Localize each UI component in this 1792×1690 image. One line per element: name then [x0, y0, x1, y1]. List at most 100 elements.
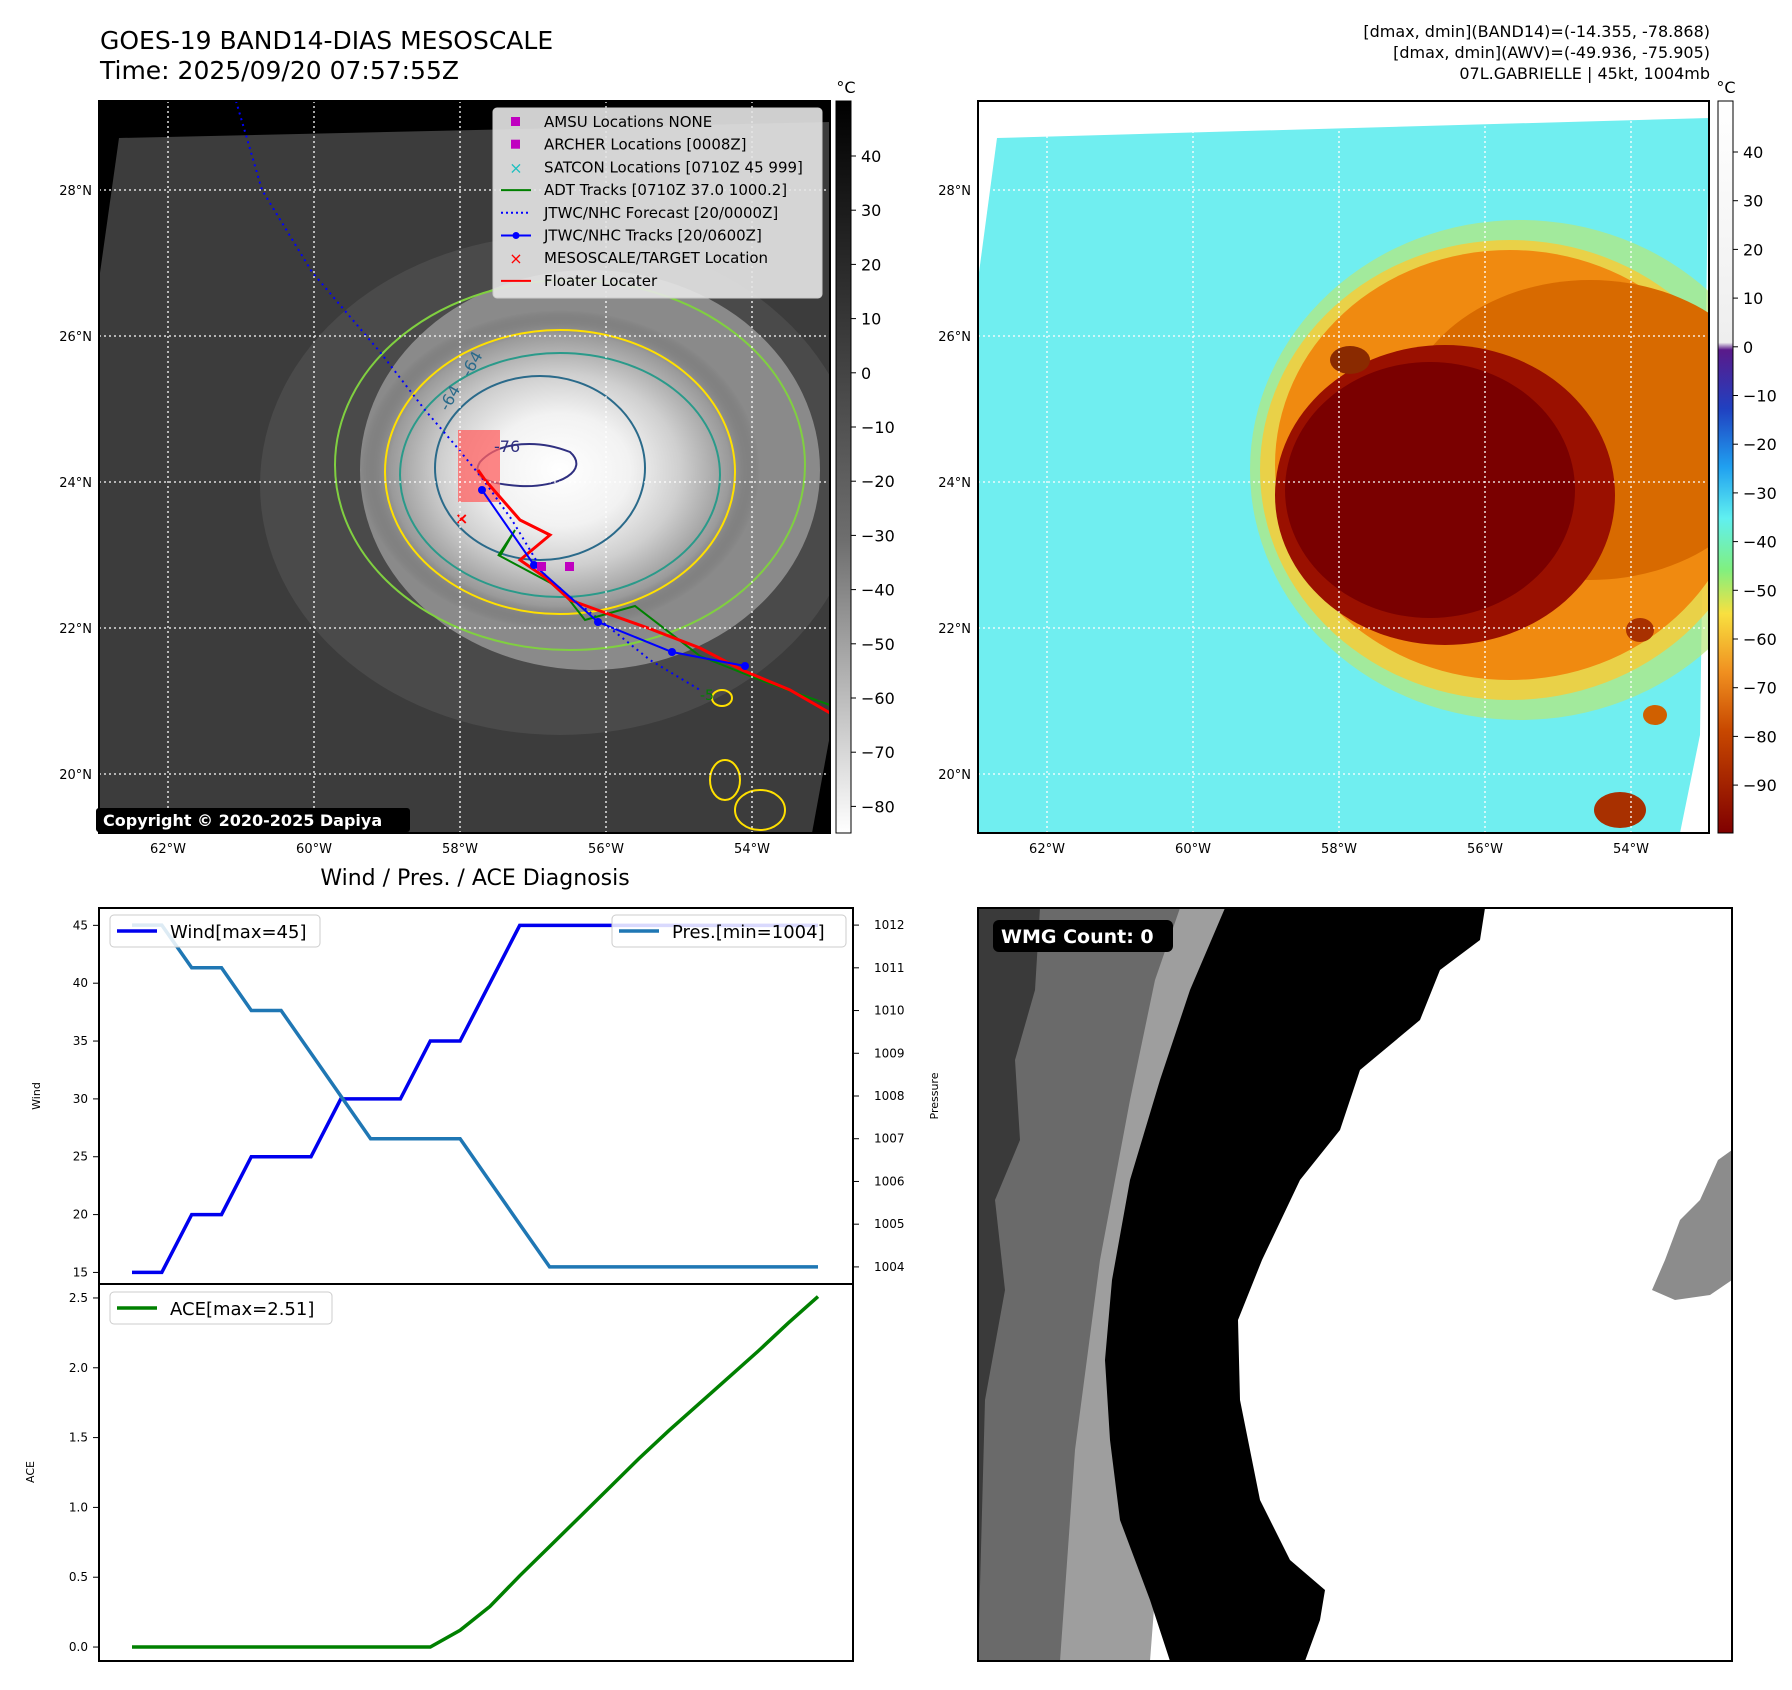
awv-core	[1285, 362, 1575, 618]
awv-cell	[1626, 618, 1654, 642]
contour-cell-1	[709, 759, 741, 801]
wmg-count-text: WMG Count: 0	[1001, 926, 1154, 948]
lat-tick-label: 26°N	[938, 330, 971, 345]
pressure-series-line	[132, 923, 818, 1269]
pressure-tick-label: 1004	[874, 1260, 905, 1274]
colorbar-tick-label: −60	[1743, 630, 1777, 649]
chart-time: Time: 2025/09/20 07:57:55Z	[100, 56, 459, 85]
lat-tick-label: 22°N	[938, 622, 971, 637]
chart-title: GOES-19 BAND14-DIAS MESOSCALE	[100, 26, 554, 55]
lon-tick-label: 62°W	[1029, 842, 1065, 857]
wind-axis-label: Wind	[30, 1082, 43, 1110]
colorbar-tick-label: −80	[1743, 727, 1777, 746]
diagnosis-panel: Wind / Pres. / ACE Diagnosis 15 20 25 30 35 4…	[24, 866, 941, 1662]
ace-legend-box	[109, 1291, 333, 1325]
ir-cdo	[360, 310, 760, 630]
ace-tick-label: 0.5	[69, 1570, 88, 1584]
legend-marker	[511, 117, 520, 126]
lat-tick-label: 28°N	[59, 184, 92, 199]
lon-tick-label: 56°W	[588, 842, 624, 857]
pressure-tick-label: 1005	[874, 1217, 905, 1231]
ir-colorbar-ticks: 40 30 20 10 0 −10 −20 −30 −40 −50 −60 −70 −80	[851, 147, 895, 816]
legend-label: Floater Locater	[544, 272, 658, 290]
lon-tick-label: 56°W	[1467, 842, 1503, 857]
lon-tick-label: 58°W	[1321, 842, 1357, 857]
floater-track	[476, 469, 830, 715]
legend-label: JTWC/NHC Tracks [20/0600Z]	[543, 227, 762, 245]
colorbar-tick-label: −80	[861, 797, 895, 816]
wind-tick-label: 45	[73, 918, 88, 932]
awv-colorbar-ticks: 40 30 20 10 0 −10 −20 −30 −40 −50 −60 −70 −80 −90	[1733, 143, 1777, 795]
legend-marker	[511, 139, 520, 149]
ace-tick-label: 2.5	[69, 1291, 88, 1305]
wind-pressure-axes	[98, 907, 854, 1285]
jtwc-point	[530, 561, 538, 569]
pressure-tick-label: 1009	[874, 1046, 905, 1060]
colorbar-tick-label: −30	[1743, 484, 1777, 503]
pressure-tick-label: 1006	[874, 1174, 905, 1188]
pressure-tick-label: 1011	[874, 961, 905, 975]
lat-tick-label: 20°N	[938, 768, 971, 783]
legend-label: ARCHER Locations [0008Z]	[544, 136, 747, 154]
lon-tick-label: 60°W	[296, 842, 332, 857]
wind-tick-label: 30	[73, 1092, 88, 1106]
colorbar-tick-label: 30	[1743, 192, 1763, 211]
wmg-panel: WMG Count: 0	[977, 907, 1733, 1662]
wind-tick-label: 25	[73, 1150, 88, 1164]
awv-cell	[1643, 705, 1667, 725]
pressure-tick-label: 1012	[874, 918, 905, 932]
ace-tick-label: 1.0	[69, 1500, 88, 1514]
lon-tick-label: 62°W	[150, 842, 186, 857]
colorbar-tick-label: −90	[1743, 776, 1777, 795]
legend-label: MESOSCALE/TARGET Location	[544, 249, 768, 267]
colorbar-tick-label: 20	[1743, 240, 1763, 259]
legend-marker	[512, 232, 520, 239]
copyright-badge	[96, 808, 410, 832]
ir-unit-label: °C	[836, 78, 855, 97]
ace-axes	[98, 1283, 854, 1662]
awv-cell	[1330, 346, 1370, 374]
map-legend: AMSU Locations NONE ARCHER Locations [000…	[492, 107, 823, 299]
contour-dark-teal	[434, 375, 646, 561]
wmg-badge	[993, 920, 1173, 952]
lat-tick-label: 24°N	[938, 476, 971, 491]
ir-colorbar	[835, 100, 852, 834]
legend-label: ADT Tracks [0710Z 37.0 1000.2]	[544, 181, 787, 199]
contour-label: -76	[494, 437, 520, 456]
jtwc-point	[478, 486, 486, 494]
archer-marker	[537, 562, 546, 571]
lat-tick-label: 26°N	[59, 330, 92, 345]
colorbar-tick-label: −40	[1743, 533, 1777, 552]
ace-chart: 0.0 0.5 1.0 1.5 2.0 2.5 ACE[max=2.51]	[69, 1291, 820, 1654]
legend-box	[492, 107, 823, 299]
colorbar-tick-label: 10	[1743, 289, 1763, 308]
ir-map-panel: × -64 -64 -76 -5 62°W 60°W 58°W 56°W 54°W28°…	[59, 78, 895, 857]
pressure-tick-label: 1008	[874, 1089, 905, 1103]
awv-unit-label: °C	[1716, 78, 1735, 97]
ace-tick-label: 1.5	[69, 1431, 88, 1445]
wind-tick-label: 35	[73, 1034, 88, 1048]
contour-teal	[399, 352, 721, 598]
legend-marker: ×	[509, 158, 522, 177]
adt-track	[497, 529, 830, 706]
archer-marker	[565, 562, 574, 571]
wind-tick-label: 15	[73, 1265, 88, 1279]
colorbar-tick-label: 0	[1743, 338, 1753, 357]
wind-legend-label: Wind[max=45]	[170, 922, 307, 943]
colorbar-tick-label: 0	[861, 364, 871, 383]
ace-series-line	[132, 1295, 820, 1649]
lat-tick-label: 28°N	[938, 184, 971, 199]
ace-legend-label: ACE[max=2.51]	[170, 1299, 314, 1320]
wind-tick-label: 20	[73, 1208, 88, 1222]
ace-tick-label: 2.0	[69, 1361, 88, 1375]
copyright-text: Copyright © 2020-2025 Dapiya	[103, 811, 382, 830]
legend-marker: ×	[509, 249, 522, 268]
contour-label: -5	[700, 688, 714, 704]
colorbar-tick-label: −60	[861, 689, 895, 708]
wind-legend-box	[109, 914, 321, 948]
awv-map-panel: 62°W 60°W 58°W 56°W 54°W 28°N 26°N 24°N 22°N 20°N…	[938, 78, 1777, 857]
colorbar-tick-label: 40	[1743, 143, 1763, 162]
colorbar-tick-label: −50	[1743, 581, 1777, 600]
colorbar-tick-label: −50	[861, 635, 895, 654]
